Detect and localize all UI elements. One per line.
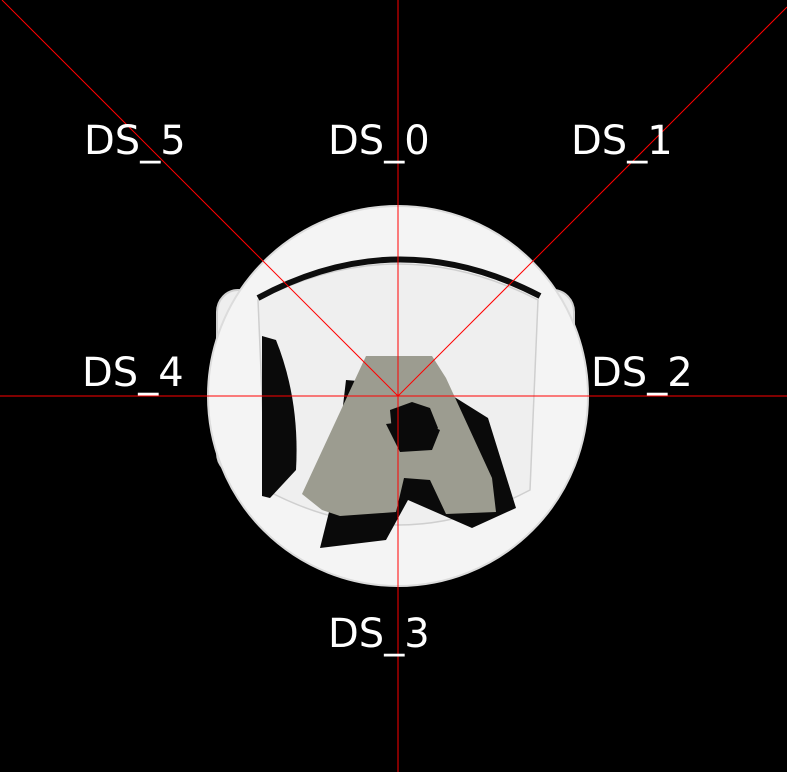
ray-ds5 bbox=[1, 0, 399, 397]
left-shadow-block bbox=[262, 336, 297, 498]
label-ds5: DS_5 bbox=[84, 118, 186, 164]
label-ds2: DS_2 bbox=[591, 350, 693, 396]
label-ds1: DS_1 bbox=[571, 118, 673, 164]
label-ds4: DS_4 bbox=[82, 350, 184, 396]
sensor-labels: DS_5 DS_0 DS_1 DS_4 DS_2 DS_3 bbox=[82, 118, 693, 657]
label-ds3: DS_3 bbox=[328, 611, 430, 657]
logo-eye bbox=[390, 402, 438, 446]
ray-ds1 bbox=[397, 6, 787, 397]
label-ds0: DS_0 bbox=[328, 118, 430, 164]
